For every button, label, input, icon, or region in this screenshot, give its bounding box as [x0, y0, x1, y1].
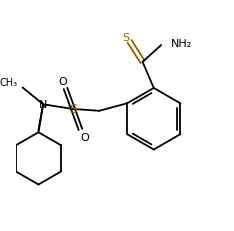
Text: N: N [39, 100, 47, 110]
Text: CH₃: CH₃ [0, 78, 18, 88]
Text: O: O [81, 132, 89, 142]
Text: NH₂: NH₂ [171, 39, 192, 49]
Text: S: S [69, 103, 77, 116]
Text: O: O [58, 77, 67, 87]
Text: S: S [122, 33, 129, 43]
